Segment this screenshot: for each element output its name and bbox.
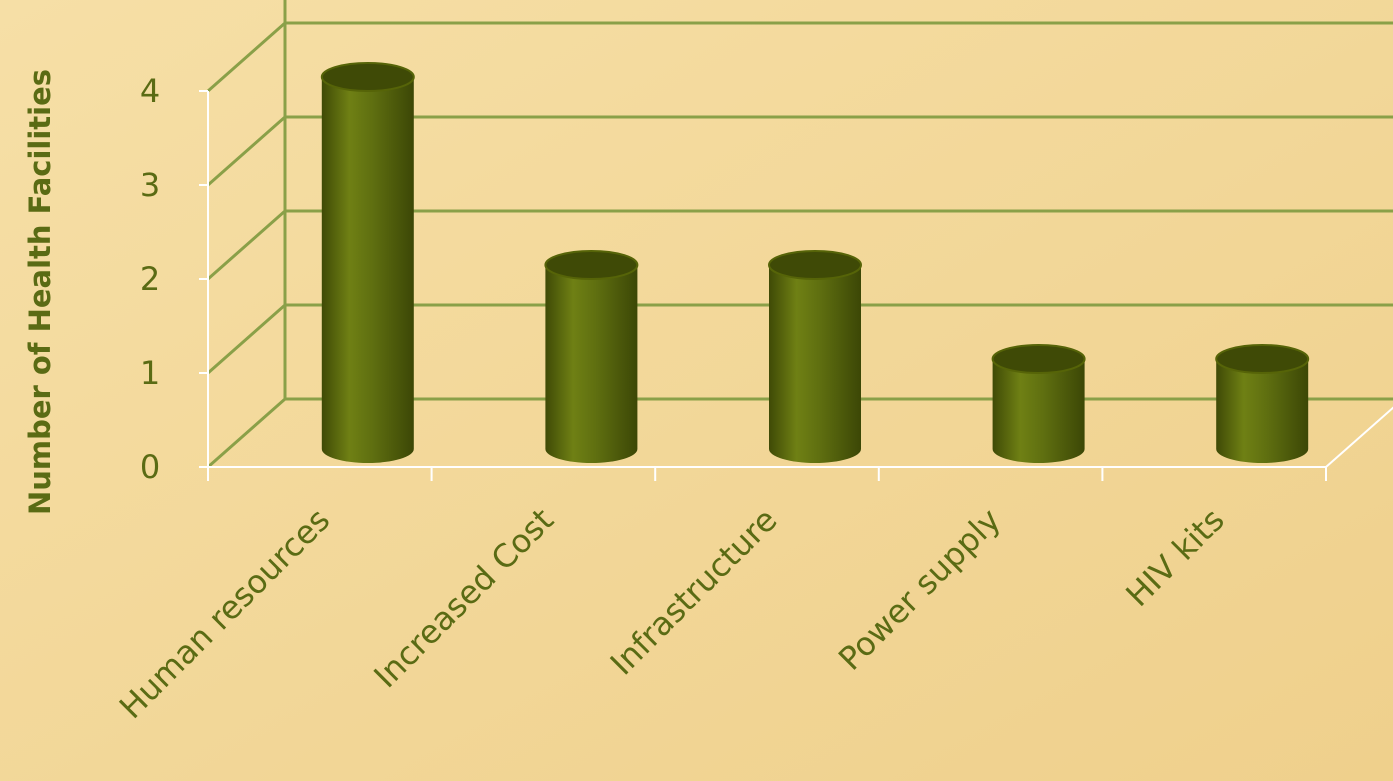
- bar-top-3: [991, 344, 1086, 374]
- bar-top-4: [1215, 344, 1310, 374]
- gridline-side-1: [207, 303, 286, 375]
- bar-top-2: [768, 250, 862, 280]
- bar-body-0: [321, 77, 414, 464]
- axes: [199, 90, 1327, 481]
- bar-4: [1215, 344, 1310, 464]
- bar-body-4: [1216, 359, 1309, 464]
- bar-top-1: [544, 250, 639, 280]
- gridline-side-2: [207, 209, 286, 281]
- bar-3: [991, 344, 1086, 464]
- y-tick-label-3: 3: [140, 166, 160, 204]
- bar-2: [768, 250, 862, 463]
- bars: [320, 62, 1310, 464]
- y-tick-label-1: 1: [140, 354, 160, 392]
- y-tick-label-2: 2: [140, 260, 160, 298]
- bar-top-0: [320, 62, 415, 92]
- gridline-side-3: [207, 115, 286, 187]
- gridline-side-4: [207, 21, 286, 93]
- bar-body-2: [769, 265, 861, 463]
- y-axis-title: Number of Health Facilities: [23, 69, 57, 515]
- bar-0: [320, 62, 415, 464]
- bar-1: [544, 250, 639, 464]
- floor-right-edge: [1325, 406, 1393, 468]
- y-tick-label-4: 4: [140, 72, 160, 110]
- bar-body-3: [992, 359, 1085, 464]
- gridline-side-0: [207, 397, 286, 469]
- bar-body-1: [545, 265, 638, 464]
- y-tick-label-0: 0: [140, 448, 160, 486]
- y-tick-labels: 0 1 2 3 4: [140, 72, 160, 486]
